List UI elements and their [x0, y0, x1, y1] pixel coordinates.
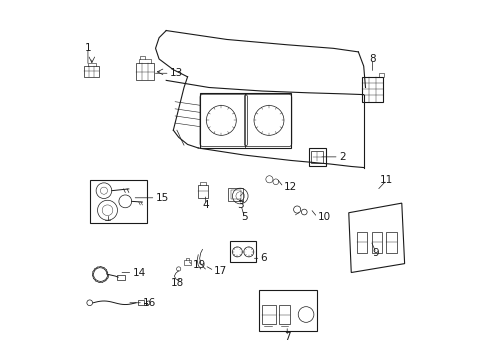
Text: 18: 18 [171, 278, 184, 288]
Text: 9: 9 [372, 248, 379, 258]
Text: 16: 16 [143, 298, 156, 308]
Bar [136, 63, 153, 80]
Text: 8: 8 [368, 54, 375, 64]
Text: 4: 4 [202, 200, 208, 210]
Bar [200, 93, 290, 148]
Bar [138, 300, 144, 305]
Text: 3: 3 [236, 200, 243, 210]
Bar [361, 77, 382, 102]
Text: 10: 10 [317, 212, 330, 222]
Bar [89, 180, 146, 223]
Bar [371, 231, 382, 253]
Bar [386, 231, 396, 253]
Bar [356, 231, 366, 253]
Bar [117, 275, 124, 280]
Bar [198, 185, 208, 198]
Bar [230, 241, 255, 262]
Text: 1: 1 [84, 43, 91, 53]
Text: 11: 11 [380, 175, 393, 185]
Bar [84, 66, 99, 77]
Text: 15: 15 [155, 193, 168, 203]
Bar [230, 190, 240, 199]
Text: 2: 2 [338, 152, 345, 162]
Bar [262, 305, 275, 324]
Text: 13: 13 [169, 68, 183, 78]
Bar [279, 305, 289, 324]
Bar [183, 260, 191, 265]
Text: 5: 5 [241, 212, 247, 222]
Text: 12: 12 [283, 182, 296, 192]
Bar [311, 151, 323, 163]
Text: 19: 19 [192, 260, 206, 270]
Bar [258, 290, 317, 331]
Text: 17: 17 [214, 266, 227, 276]
Text: 6: 6 [260, 253, 266, 263]
Bar [308, 148, 325, 166]
Bar [228, 188, 242, 201]
Text: 14: 14 [132, 267, 145, 278]
Text: 7: 7 [284, 332, 290, 342]
